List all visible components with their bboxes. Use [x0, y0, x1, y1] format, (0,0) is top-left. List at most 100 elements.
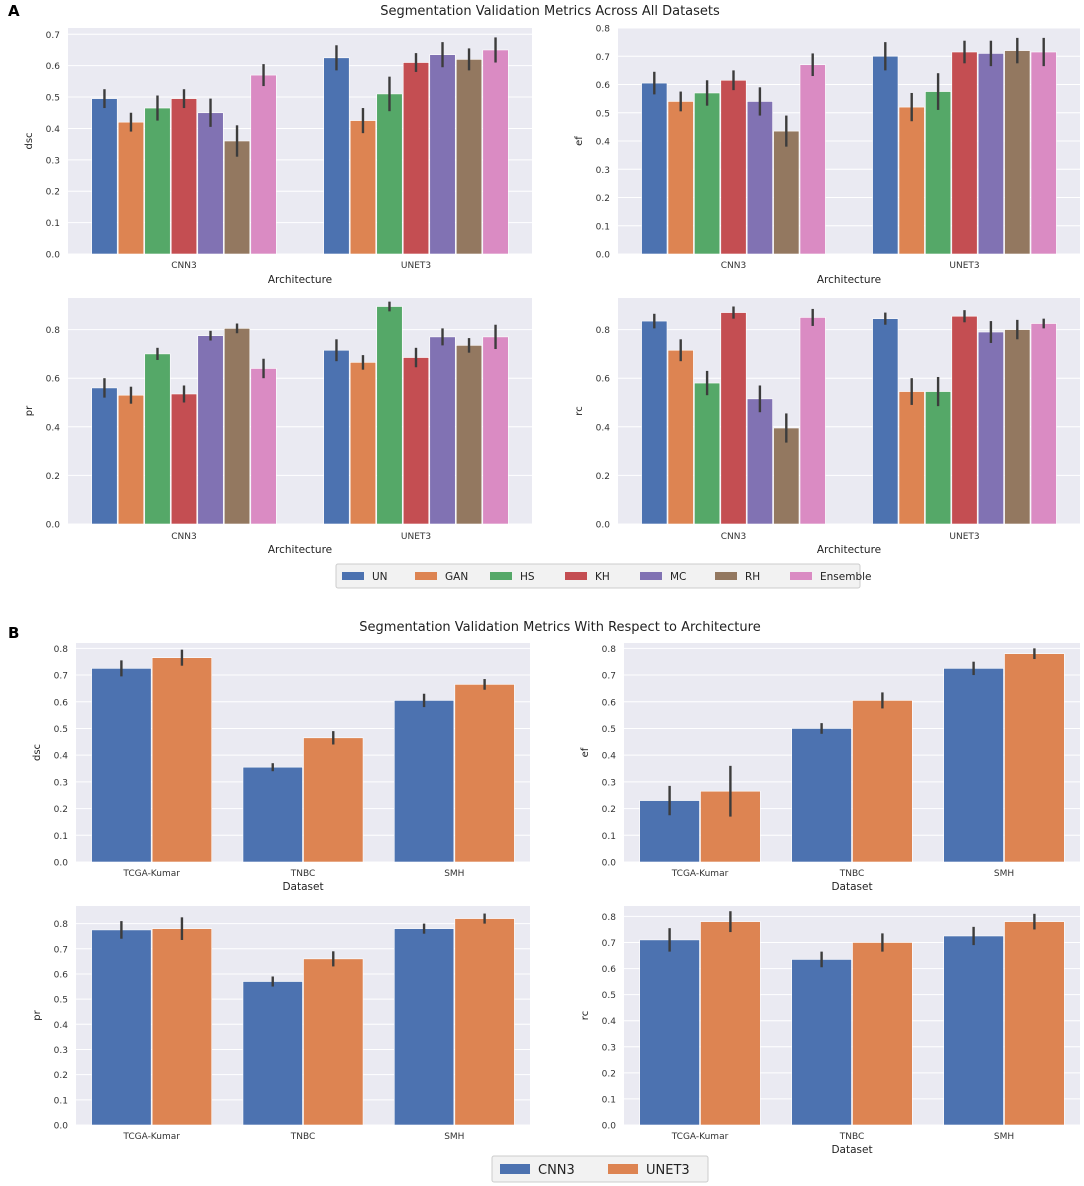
x-tick-label: CNN3: [721, 532, 746, 542]
x-axis-label: Dataset: [831, 881, 872, 893]
x-tick-label: CNN3: [171, 261, 196, 271]
bar-rh-cnn3: [223, 140, 251, 255]
bar-unet3-tnbc: [303, 737, 364, 863]
legend-swatch-kh: [565, 572, 587, 580]
legend-swatch-ensemble: [790, 572, 812, 580]
y-axis-label: rc: [574, 406, 585, 415]
bar-ensemble-unet3: [482, 49, 509, 255]
y-tick-label: 0.6: [596, 375, 611, 385]
plot-area: [76, 643, 530, 862]
y-tick-label: 0.1: [596, 222, 610, 232]
bar-cnn3-smh: [393, 928, 455, 1126]
bar-unet3-tcga-kumar: [700, 921, 761, 1126]
bar-unet3-tcga-kumar: [151, 928, 213, 1126]
bar-un-unet3: [323, 57, 350, 255]
y-tick-label: 0.5: [602, 991, 616, 1001]
y-tick-label: 0.2: [596, 194, 610, 204]
y-tick-label: 0.1: [602, 1095, 616, 1105]
bar-unet3-smh: [1004, 653, 1065, 863]
bar-rh-unet3: [455, 345, 483, 525]
x-tick-label: UNET3: [949, 261, 979, 271]
x-axis-label: Architecture: [268, 544, 332, 556]
y-axis-label: rc: [580, 1011, 591, 1020]
legend-swatch-hs: [490, 572, 512, 580]
chart-b4-rc: 0.0 0.1 0.2 0.3 0.4 0.5 0.6 0.7 0.8 TCGA-Kumar TNB…: [580, 906, 1080, 1156]
y-tick-label: 0.7: [54, 672, 68, 682]
y-tick-label: 0.6: [46, 375, 61, 385]
bar-kh-cnn3: [720, 312, 747, 525]
bar-kh-unet3: [402, 62, 430, 255]
bar-gan-cnn3: [667, 349, 694, 525]
bar-kh-cnn3: [170, 393, 198, 525]
y-tick-label: 0.6: [46, 62, 61, 72]
bar-cnn3-tcga-kumar: [91, 668, 152, 863]
bar-hs-cnn3: [144, 353, 171, 525]
bar-kh-unet3: [951, 315, 978, 525]
y-tick-label: 0.2: [46, 188, 60, 198]
y-tick-label: 0.7: [54, 945, 68, 955]
bar-cnn3-tcga-kumar: [639, 939, 700, 1126]
y-tick-label: 0.5: [46, 94, 60, 104]
bar-mc-cnn3: [197, 335, 224, 525]
y-axis-label: dsc: [24, 132, 35, 149]
legend-label-unet3: UNET3: [646, 1163, 690, 1178]
bar-rh-unet3: [1004, 329, 1031, 525]
chart-a4-rc: 0.0 0.2 0.4 0.6 0.8 CNN3 UNET3 Architecture rc: [574, 298, 1080, 556]
bar-rh-unet3: [455, 59, 483, 255]
bar-rh-cnn3: [773, 130, 800, 255]
bar-mc-cnn3: [746, 398, 773, 525]
y-tick-label: 0.5: [596, 109, 610, 119]
bar-cnn3-smh: [393, 700, 455, 863]
legend-label-cnn3: CNN3: [538, 1163, 575, 1178]
y-tick-label: 0.7: [602, 939, 616, 949]
bar-unet3-smh: [1004, 921, 1065, 1126]
y-tick-label: 0.4: [46, 423, 61, 433]
y-tick-label: 0.0: [54, 859, 69, 869]
bar-unet3-tcga-kumar: [151, 657, 213, 863]
y-tick-label: 0.8: [596, 326, 611, 336]
bar-ensemble-cnn3: [799, 64, 826, 255]
y-tick-label: 0.7: [596, 53, 610, 63]
bar-hs-cnn3: [694, 382, 721, 525]
bar-un-unet3: [323, 349, 350, 525]
y-tick-label: 0.8: [54, 645, 69, 655]
bar-gan-cnn3: [117, 394, 145, 525]
legend-label-hs: HS: [520, 571, 535, 583]
legend-label-rh: RH: [745, 571, 760, 583]
x-tick-label: TCGA-Kumar: [671, 869, 729, 879]
y-tick-label: 0.7: [602, 672, 616, 682]
x-tick-label: TCGA-Kumar: [122, 1132, 180, 1142]
y-tick-label: 0.4: [602, 752, 617, 762]
panel-b-label: B: [8, 624, 19, 642]
panel-a-title: Segmentation Validation Metrics Across A…: [380, 4, 720, 19]
y-tick-label: 0.3: [54, 778, 68, 788]
bar-mc-unet3: [977, 331, 1004, 525]
y-tick-label: 0.0: [46, 521, 61, 531]
bar-hs-unet3: [925, 391, 952, 525]
bar-cnn3-tnbc: [791, 728, 852, 863]
legend-label-mc: MC: [670, 571, 686, 583]
chart-b1-dsc: 0.0 0.1 0.2 0.3 0.4 0.5 0.6 0.7 0.8 TCGA-Kumar TNB…: [32, 643, 530, 893]
y-tick-label: 0.0: [602, 1122, 617, 1132]
bar-ensemble-unet3: [1030, 51, 1057, 255]
bar-ensemble-unet3: [1030, 323, 1057, 525]
bar-un-cnn3: [91, 98, 118, 255]
x-axis-label: Architecture: [817, 544, 881, 556]
bar-un-cnn3: [641, 320, 668, 525]
x-tick-label: CNN3: [721, 261, 746, 271]
y-tick-label: 0.3: [46, 156, 60, 166]
legend-a: UN GAN HS KH MC RH Ensemble: [335, 563, 872, 589]
legend-b: CNN3 UNET3: [491, 1155, 709, 1183]
legend-swatch-cnn3: [500, 1164, 530, 1174]
y-tick-label: 0.2: [46, 472, 60, 482]
y-tick-label: 0.0: [46, 251, 61, 261]
legend-label-ensemble: Ensemble: [820, 571, 872, 583]
y-tick-label: 0.3: [602, 778, 616, 788]
y-tick-label: 0.0: [602, 859, 617, 869]
y-tick-label: 0.3: [596, 166, 610, 176]
x-tick-label: UNET3: [401, 532, 431, 542]
bar-ensemble-unet3: [482, 336, 509, 525]
bar-hs-cnn3: [694, 92, 721, 255]
x-tick-label: SMH: [444, 869, 464, 879]
